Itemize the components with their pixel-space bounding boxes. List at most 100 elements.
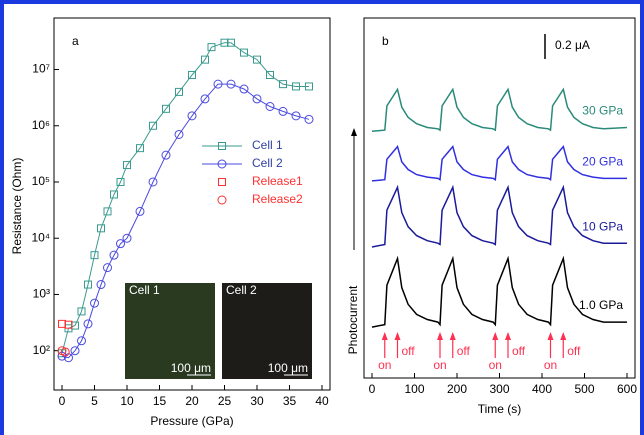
point: [96, 280, 106, 290]
marker-label: on: [489, 358, 502, 372]
point: [149, 121, 157, 130]
inset-image: [222, 283, 312, 379]
point: [161, 150, 171, 160]
legend-marker: [218, 178, 226, 186]
series-label: 10 GPa: [582, 219, 623, 233]
point: [207, 43, 216, 52]
point: [278, 106, 288, 116]
point: [305, 82, 313, 91]
point: [213, 79, 223, 89]
point: [240, 48, 248, 57]
x-tick-label: 0: [59, 394, 66, 408]
inset-scale: 100 μm: [268, 361, 308, 375]
series-label: 1.0 GPa: [579, 298, 623, 312]
legend-label: Cell 2: [252, 156, 283, 170]
series-line: [371, 255, 627, 328]
inset-image: [125, 283, 215, 379]
point: [162, 104, 170, 113]
point: [110, 190, 118, 199]
point: [174, 129, 184, 139]
point: [83, 319, 93, 329]
x-tick-label: 15: [153, 394, 167, 408]
y-tick-label: 10⁶: [32, 118, 50, 132]
series-line: [61, 83, 310, 359]
point: [135, 206, 145, 216]
series-line: [371, 184, 627, 248]
series-line: [371, 87, 628, 133]
point: [77, 336, 86, 346]
point: [239, 84, 249, 94]
y-tick-label: 10⁵: [32, 174, 50, 188]
series-label: 30 GPa: [582, 104, 623, 118]
point: [122, 233, 132, 243]
marker-arrowhead: [492, 332, 499, 340]
series-label: 20 GPa: [582, 155, 623, 169]
x-tick-label: 400: [532, 382, 552, 396]
point: [265, 102, 275, 112]
x-tick-label: 200: [447, 382, 467, 396]
point: [292, 82, 300, 91]
x-axis-label: Time (s): [478, 402, 522, 416]
marker-arrowhead: [449, 332, 456, 340]
x-tick-label: 300: [489, 382, 509, 396]
point: [226, 79, 236, 89]
y-axis-label: Photocurrent: [346, 285, 360, 354]
marker-label: off: [402, 344, 416, 358]
inset-scale: 100 μm: [171, 361, 211, 375]
marker-label: on: [433, 358, 446, 372]
point: [103, 207, 112, 216]
point: [279, 80, 287, 89]
x-tick-label: 40: [315, 394, 329, 408]
point: [103, 263, 112, 273]
legend-label: Cell 1: [252, 138, 283, 152]
point: [304, 114, 314, 124]
marker-label: off: [567, 344, 581, 358]
point: [64, 320, 73, 329]
marker-arrowhead: [560, 332, 567, 340]
point: [187, 111, 197, 121]
point: [90, 298, 99, 308]
y-axis-label: Resistance (Ohm): [10, 158, 24, 255]
marker-arrowhead: [381, 332, 388, 340]
x-tick-label: 35: [283, 394, 297, 408]
point: [227, 38, 235, 47]
point: [188, 70, 196, 79]
y-tick-label: 10⁴: [31, 230, 50, 244]
point: [266, 70, 274, 79]
y-tick-label: 10⁷: [32, 62, 50, 76]
y-tick-label: 10²: [33, 343, 50, 357]
x-tick-label: 600: [617, 382, 637, 396]
point: [136, 144, 144, 153]
point: [58, 319, 66, 328]
point: [252, 94, 262, 104]
point: [84, 280, 92, 289]
point: [116, 239, 125, 249]
marker-label: on: [378, 358, 391, 372]
x-tick-label: 0: [369, 382, 376, 396]
point: [70, 346, 80, 356]
point: [175, 87, 183, 96]
marker-label: off: [512, 344, 526, 358]
panel-letter: b: [382, 34, 389, 48]
point: [291, 111, 301, 121]
point: [201, 55, 209, 64]
point: [200, 94, 210, 104]
point: [253, 55, 261, 64]
x-tick-label: 5: [91, 394, 98, 408]
x-tick-label: 20: [185, 394, 199, 408]
legend-marker: [217, 159, 227, 169]
marker-label: off: [457, 344, 471, 358]
x-tick-label: 500: [574, 382, 594, 396]
marker-arrowhead: [505, 332, 511, 340]
x-tick-label: 10: [120, 394, 134, 408]
point: [123, 161, 131, 170]
x-tick-label: 25: [218, 394, 232, 408]
plot-frame: [363, 17, 636, 379]
point: [60, 347, 70, 357]
legend-label: Release1: [252, 174, 303, 188]
marker-arrowhead: [547, 332, 554, 340]
series-line: [61, 42, 309, 354]
point: [116, 177, 125, 186]
